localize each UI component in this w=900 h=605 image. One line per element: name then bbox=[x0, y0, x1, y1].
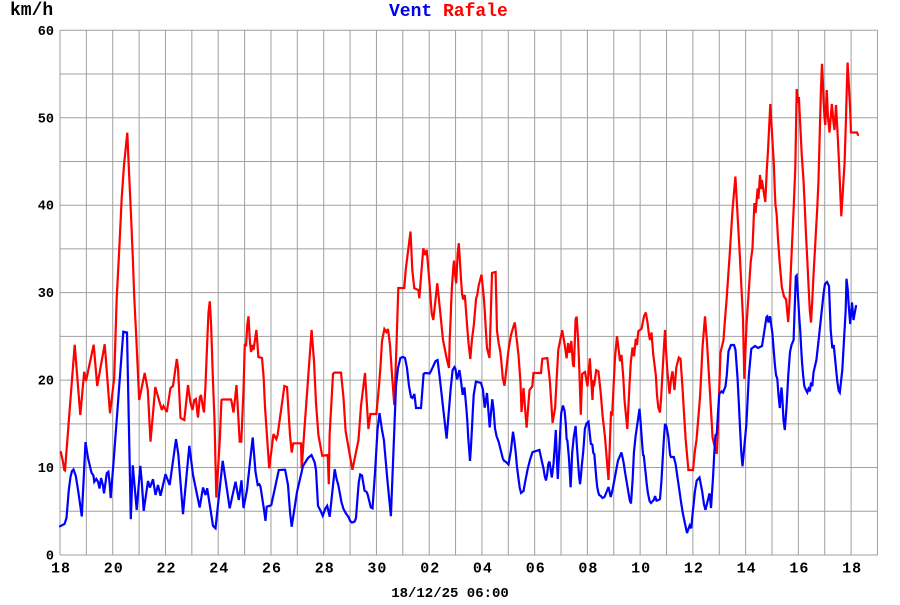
svg-text:10: 10 bbox=[631, 561, 651, 578]
svg-text:60: 60 bbox=[38, 25, 54, 40]
svg-text:30: 30 bbox=[38, 287, 54, 302]
svg-text:22: 22 bbox=[156, 561, 176, 578]
svg-text:02: 02 bbox=[420, 561, 440, 578]
svg-text:km/h: km/h bbox=[10, 1, 53, 21]
svg-text:24: 24 bbox=[209, 561, 229, 578]
svg-text:Rafale: Rafale bbox=[443, 2, 508, 22]
svg-text:40: 40 bbox=[38, 200, 54, 215]
svg-text:18: 18 bbox=[842, 561, 862, 578]
svg-text:14: 14 bbox=[737, 561, 757, 578]
svg-text:06: 06 bbox=[526, 561, 546, 578]
svg-text:50: 50 bbox=[38, 112, 54, 127]
svg-text:10: 10 bbox=[38, 462, 54, 477]
svg-text:Vent: Vent bbox=[389, 2, 432, 22]
svg-text:26: 26 bbox=[262, 561, 282, 578]
svg-text:20: 20 bbox=[38, 375, 54, 390]
svg-text:04: 04 bbox=[473, 561, 493, 578]
svg-text:18/12/25 06:00: 18/12/25 06:00 bbox=[391, 586, 509, 600]
svg-text:18: 18 bbox=[51, 561, 71, 578]
svg-text:20: 20 bbox=[104, 561, 124, 578]
svg-text:0: 0 bbox=[46, 550, 54, 565]
svg-text:28: 28 bbox=[315, 561, 335, 578]
svg-text:12: 12 bbox=[684, 561, 704, 578]
svg-text:30: 30 bbox=[367, 561, 387, 578]
svg-text:08: 08 bbox=[578, 561, 598, 578]
svg-text:16: 16 bbox=[789, 561, 809, 578]
